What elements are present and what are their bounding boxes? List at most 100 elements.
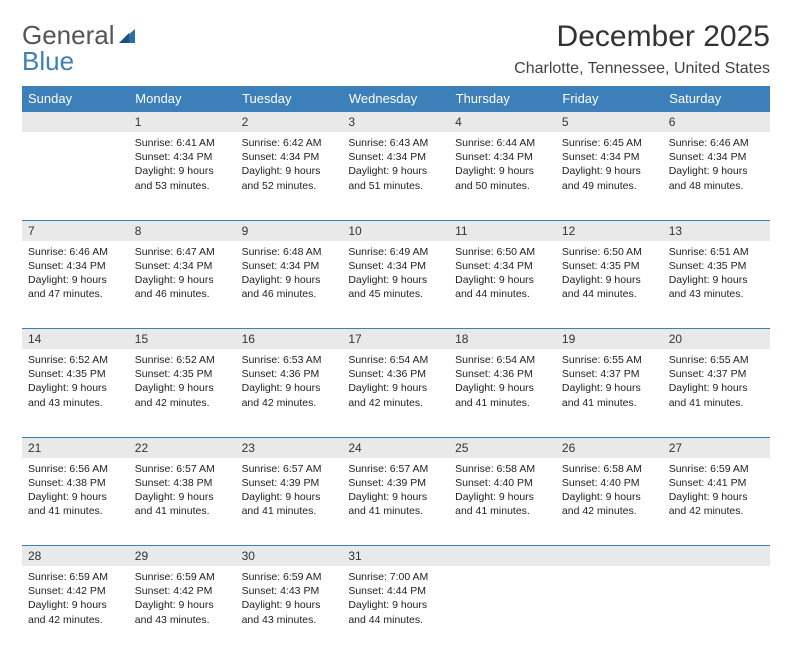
sunrise-text: Sunrise: 6:49 AM (348, 245, 443, 259)
sunrise-text: Sunrise: 6:58 AM (562, 462, 657, 476)
sunset-text: Sunset: 4:43 PM (242, 584, 337, 598)
day-cell: Sunrise: 6:43 AMSunset: 4:34 PMDaylight:… (342, 132, 449, 220)
daylight-text: Daylight: 9 hours and 48 minutes. (669, 164, 764, 192)
sunrise-text: Sunrise: 6:42 AM (242, 136, 337, 150)
day-cell-body: Sunrise: 6:46 AMSunset: 4:34 PMDaylight:… (663, 132, 770, 199)
day-number-cell (449, 546, 556, 567)
calendar-body: 123456Sunrise: 6:41 AMSunset: 4:34 PMDay… (22, 112, 770, 654)
day-header: Saturday (663, 86, 770, 112)
day-number-row: 28293031 (22, 546, 770, 567)
day-cell-body: Sunrise: 6:58 AMSunset: 4:40 PMDaylight:… (556, 458, 663, 525)
day-cell: Sunrise: 6:46 AMSunset: 4:34 PMDaylight:… (22, 241, 129, 329)
title-block: December 2025 Charlotte, Tennessee, Unit… (514, 20, 770, 78)
day-cell (22, 132, 129, 220)
sunset-text: Sunset: 4:40 PM (455, 476, 550, 490)
day-cell (449, 566, 556, 654)
day-cell-body: Sunrise: 6:52 AMSunset: 4:35 PMDaylight:… (22, 349, 129, 416)
sunrise-text: Sunrise: 6:51 AM (669, 245, 764, 259)
day-cell-body (449, 566, 556, 576)
day-cell: Sunrise: 6:57 AMSunset: 4:39 PMDaylight:… (236, 458, 343, 546)
sunset-text: Sunset: 4:34 PM (242, 150, 337, 164)
sunrise-text: Sunrise: 6:59 AM (135, 570, 230, 584)
day-number-cell (22, 112, 129, 133)
day-header: Tuesday (236, 86, 343, 112)
daylight-text: Daylight: 9 hours and 41 minutes. (348, 490, 443, 518)
sunrise-text: Sunrise: 6:54 AM (455, 353, 550, 367)
day-number-cell (556, 546, 663, 567)
daylight-text: Daylight: 9 hours and 47 minutes. (28, 273, 123, 301)
day-cell-body: Sunrise: 6:50 AMSunset: 4:35 PMDaylight:… (556, 241, 663, 308)
sunset-text: Sunset: 4:34 PM (669, 150, 764, 164)
day-cell: Sunrise: 6:53 AMSunset: 4:36 PMDaylight:… (236, 349, 343, 437)
sunset-text: Sunset: 4:35 PM (669, 259, 764, 273)
day-number-cell: 6 (663, 112, 770, 133)
day-header: Monday (129, 86, 236, 112)
day-cell-body: Sunrise: 6:49 AMSunset: 4:34 PMDaylight:… (342, 241, 449, 308)
day-cell: Sunrise: 6:52 AMSunset: 4:35 PMDaylight:… (129, 349, 236, 437)
day-cell: Sunrise: 6:47 AMSunset: 4:34 PMDaylight:… (129, 241, 236, 329)
day-number-cell: 9 (236, 220, 343, 241)
sunrise-text: Sunrise: 6:57 AM (242, 462, 337, 476)
day-content-row: Sunrise: 6:46 AMSunset: 4:34 PMDaylight:… (22, 241, 770, 329)
day-number-cell: 26 (556, 437, 663, 458)
sunset-text: Sunset: 4:34 PM (28, 259, 123, 273)
daylight-text: Daylight: 9 hours and 42 minutes. (348, 381, 443, 409)
daylight-text: Daylight: 9 hours and 43 minutes. (135, 598, 230, 626)
logo-text-2: Blue (22, 46, 74, 77)
sunrise-text: Sunrise: 6:50 AM (455, 245, 550, 259)
day-number-cell: 3 (342, 112, 449, 133)
sunrise-text: Sunrise: 6:59 AM (28, 570, 123, 584)
day-cell-body: Sunrise: 6:51 AMSunset: 4:35 PMDaylight:… (663, 241, 770, 308)
day-content-row: Sunrise: 6:59 AMSunset: 4:42 PMDaylight:… (22, 566, 770, 654)
day-number-cell: 27 (663, 437, 770, 458)
logo-sail-icon (117, 25, 139, 47)
daylight-text: Daylight: 9 hours and 50 minutes. (455, 164, 550, 192)
day-cell-body: Sunrise: 6:59 AMSunset: 4:42 PMDaylight:… (129, 566, 236, 633)
daylight-text: Daylight: 9 hours and 43 minutes. (28, 381, 123, 409)
day-cell: Sunrise: 6:59 AMSunset: 4:43 PMDaylight:… (236, 566, 343, 654)
sunrise-text: Sunrise: 6:46 AM (669, 136, 764, 150)
day-cell-body (556, 566, 663, 576)
daylight-text: Daylight: 9 hours and 42 minutes. (669, 490, 764, 518)
sunset-text: Sunset: 4:36 PM (348, 367, 443, 381)
day-number-cell: 18 (449, 329, 556, 350)
day-cell: Sunrise: 6:52 AMSunset: 4:35 PMDaylight:… (22, 349, 129, 437)
day-cell-body: Sunrise: 6:48 AMSunset: 4:34 PMDaylight:… (236, 241, 343, 308)
page-title: December 2025 (514, 20, 770, 54)
day-number-cell: 19 (556, 329, 663, 350)
sunset-text: Sunset: 4:44 PM (348, 584, 443, 598)
daylight-text: Daylight: 9 hours and 44 minutes. (348, 598, 443, 626)
daylight-text: Daylight: 9 hours and 43 minutes. (242, 598, 337, 626)
day-number-row: 78910111213 (22, 220, 770, 241)
day-cell: Sunrise: 6:51 AMSunset: 4:35 PMDaylight:… (663, 241, 770, 329)
sunset-text: Sunset: 4:34 PM (242, 259, 337, 273)
day-cell-body: Sunrise: 6:56 AMSunset: 4:38 PMDaylight:… (22, 458, 129, 525)
day-cell-body: Sunrise: 6:53 AMSunset: 4:36 PMDaylight:… (236, 349, 343, 416)
calendar-table: Sunday Monday Tuesday Wednesday Thursday… (22, 86, 770, 654)
day-cell: Sunrise: 6:46 AMSunset: 4:34 PMDaylight:… (663, 132, 770, 220)
sunrise-text: Sunrise: 6:55 AM (562, 353, 657, 367)
day-number-cell: 12 (556, 220, 663, 241)
sunrise-text: Sunrise: 6:45 AM (562, 136, 657, 150)
day-number-cell: 5 (556, 112, 663, 133)
daylight-text: Daylight: 9 hours and 42 minutes. (242, 381, 337, 409)
sunrise-text: Sunrise: 6:55 AM (669, 353, 764, 367)
day-cell: Sunrise: 6:59 AMSunset: 4:42 PMDaylight:… (22, 566, 129, 654)
day-cell: Sunrise: 6:50 AMSunset: 4:34 PMDaylight:… (449, 241, 556, 329)
sunset-text: Sunset: 4:35 PM (28, 367, 123, 381)
day-cell: Sunrise: 6:56 AMSunset: 4:38 PMDaylight:… (22, 458, 129, 546)
day-number-cell: 28 (22, 546, 129, 567)
day-cell: Sunrise: 6:54 AMSunset: 4:36 PMDaylight:… (342, 349, 449, 437)
day-cell-body (22, 132, 129, 142)
day-number-cell: 31 (342, 546, 449, 567)
daylight-text: Daylight: 9 hours and 49 minutes. (562, 164, 657, 192)
sunrise-text: Sunrise: 6:41 AM (135, 136, 230, 150)
day-cell: Sunrise: 6:58 AMSunset: 4:40 PMDaylight:… (449, 458, 556, 546)
day-number-cell: 25 (449, 437, 556, 458)
daylight-text: Daylight: 9 hours and 42 minutes. (562, 490, 657, 518)
day-cell (556, 566, 663, 654)
day-cell-body: Sunrise: 6:54 AMSunset: 4:36 PMDaylight:… (449, 349, 556, 416)
sunset-text: Sunset: 4:38 PM (135, 476, 230, 490)
day-number-cell: 21 (22, 437, 129, 458)
day-cell-body: Sunrise: 6:47 AMSunset: 4:34 PMDaylight:… (129, 241, 236, 308)
